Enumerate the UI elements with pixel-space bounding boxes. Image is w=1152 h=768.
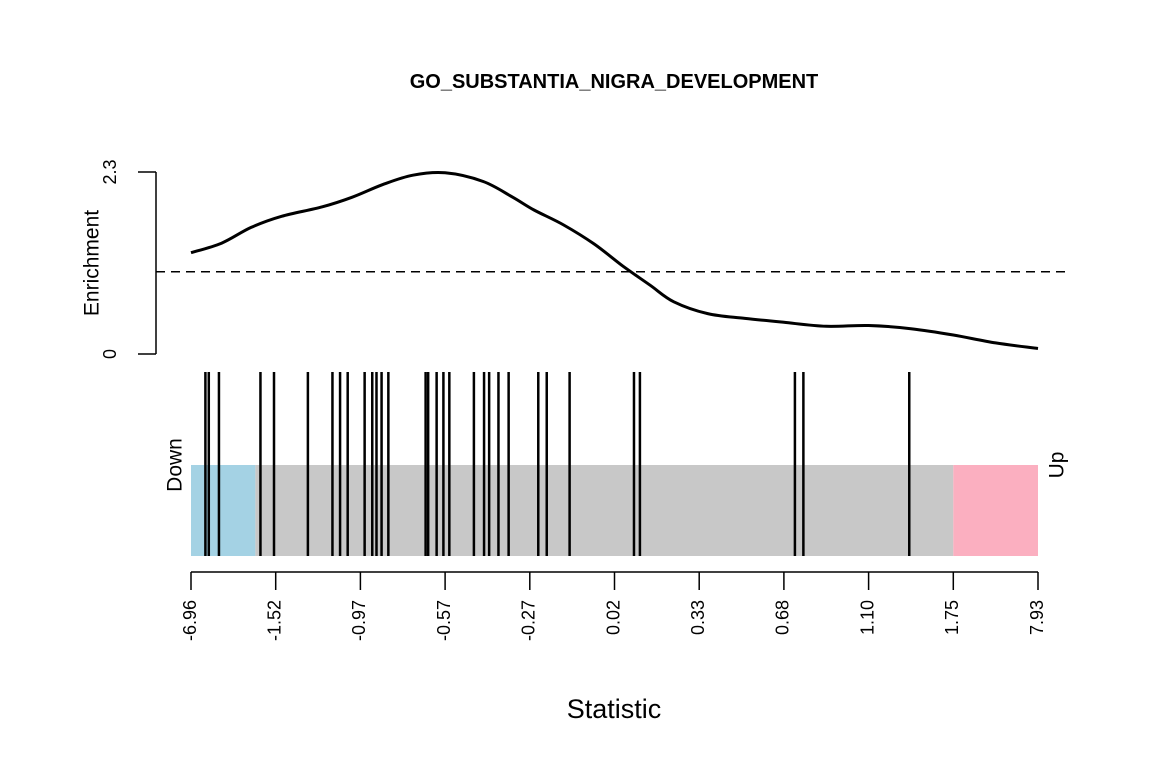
enrichment-y-tick-label-top: 2.3 <box>100 159 120 184</box>
x-axis: -6.96 -1.52 -0.97 -0.57 -0.27 0.02 0.33 0.68 1.1… <box>180 571 1047 724</box>
x-tick-label: 1.10 <box>857 600 877 635</box>
x-tick-label: 0.33 <box>688 600 708 635</box>
x-tick-label: -6.96 <box>180 600 200 641</box>
barcode-down-label: Down <box>164 438 187 492</box>
x-tick-label: 7.93 <box>1027 600 1047 635</box>
enrichment-curve <box>190 170 1039 350</box>
x-tick-label: 0.68 <box>773 600 793 635</box>
x-axis-label: Statistic <box>567 694 662 724</box>
x-tick-label: -0.97 <box>349 600 369 641</box>
enrichment-panel: 0 2.3 Enrichment <box>81 159 1068 359</box>
barcode-up-region <box>953 465 1038 556</box>
enrichment-y-tick-label-bottom: 0 <box>100 349 120 359</box>
x-ticks: -6.96 -1.52 -0.97 -0.57 -0.27 0.02 0.33 0.68 1.1… <box>180 572 1047 641</box>
x-tick-label: 1.75 <box>942 600 962 635</box>
barcode-bars <box>204 372 911 556</box>
barcode-panel: Down Up <box>164 372 1069 556</box>
enrichment-y-label: Enrichment <box>81 210 104 316</box>
chart-title: GO_SUBSTANTIA_NIGRA_DEVELOPMENT <box>410 71 819 93</box>
x-tick-label: -0.57 <box>434 600 454 641</box>
barcode-up-label: Up <box>1046 452 1069 479</box>
x-tick-label: -0.27 <box>519 600 539 641</box>
x-tick-label: 0.02 <box>603 600 623 635</box>
barcode-middle-region <box>255 465 954 556</box>
x-tick-label: -1.52 <box>264 600 284 641</box>
barcode-down-region <box>191 465 256 556</box>
